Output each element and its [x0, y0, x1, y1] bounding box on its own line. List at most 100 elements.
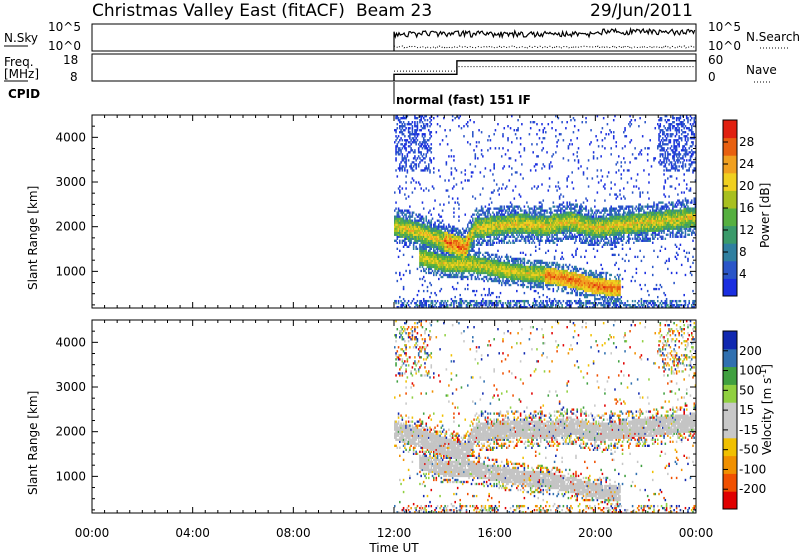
power-cell	[504, 267, 507, 271]
power-cell	[495, 225, 498, 228]
power-cell	[405, 237, 407, 240]
power-cell	[480, 301, 483, 305]
power-cell	[519, 277, 522, 281]
power-cell	[426, 167, 429, 170]
power-cell	[463, 265, 465, 269]
power-cell	[546, 301, 548, 305]
power-cell	[521, 283, 523, 287]
power-cell	[516, 299, 518, 303]
power-cell	[507, 255, 509, 259]
power-cell	[580, 299, 582, 303]
power-cell	[444, 271, 446, 275]
power-cell	[512, 273, 514, 277]
power-cell	[502, 147, 504, 150]
power-cell	[405, 161, 407, 164]
power-cell	[489, 213, 492, 216]
power-cell	[425, 229, 428, 232]
power-cell	[464, 179, 467, 182]
power-cell	[562, 265, 565, 269]
power-cell	[505, 269, 508, 273]
power-cell	[490, 301, 493, 305]
power-cell	[482, 263, 484, 267]
power-cell	[419, 145, 421, 148]
power-cell	[427, 163, 430, 166]
power-cell	[424, 125, 426, 128]
power-cell	[421, 235, 424, 238]
power-cell	[533, 231, 536, 234]
power-cell	[466, 287, 469, 291]
power-cell	[582, 301, 585, 305]
power-cell	[534, 267, 537, 271]
power-cell	[507, 281, 509, 285]
power-cell	[453, 273, 455, 277]
power-cell	[500, 221, 503, 224]
power-cell	[402, 235, 405, 238]
power-cell	[577, 269, 580, 273]
power-cell	[483, 275, 485, 279]
power-cell	[516, 219, 518, 222]
power-cell	[459, 253, 461, 257]
power-cell	[461, 257, 464, 261]
power-cell	[406, 235, 409, 238]
power-cell	[586, 295, 589, 299]
power-cell	[504, 263, 507, 267]
power-cell	[482, 155, 484, 158]
power-cell	[394, 229, 396, 232]
power-cell	[405, 181, 407, 184]
power-cell	[399, 241, 401, 244]
power-cell	[456, 237, 459, 240]
power-cell	[483, 301, 485, 305]
power-cell	[497, 269, 499, 273]
power-cell	[571, 143, 573, 146]
power-cell	[421, 155, 424, 158]
power-cell	[396, 175, 399, 178]
power-cell	[502, 269, 504, 273]
power-cell	[444, 261, 446, 265]
power-cell	[493, 215, 495, 218]
power-cell	[410, 233, 412, 236]
power-cell	[522, 231, 524, 234]
power-cell	[473, 233, 475, 236]
power-cell	[433, 229, 435, 232]
power-cell	[532, 303, 534, 307]
power-cell	[482, 187, 484, 190]
power-cell	[533, 205, 536, 208]
power-cell	[400, 151, 402, 154]
power-cell	[499, 239, 502, 242]
power-cell	[429, 171, 431, 174]
power-cell	[475, 225, 478, 228]
power-cell	[521, 227, 523, 230]
power-cell	[487, 259, 489, 263]
power-cell	[590, 213, 592, 216]
power-cell	[464, 275, 467, 279]
power-cell	[508, 225, 511, 228]
power-cell	[448, 239, 450, 242]
power-cell	[399, 165, 401, 168]
power-cell	[479, 217, 482, 220]
power-cell	[475, 277, 478, 281]
power-cell	[446, 143, 449, 146]
power-cell	[480, 243, 483, 246]
power-cell	[513, 269, 516, 273]
power-cell	[453, 229, 455, 232]
power-cell	[439, 233, 441, 236]
power-cell	[422, 221, 425, 224]
power-cell	[536, 271, 538, 275]
power-cell	[445, 269, 448, 273]
power-cell	[406, 233, 409, 236]
power-cell	[435, 265, 438, 269]
power-cell	[536, 155, 538, 158]
power-cell	[499, 227, 502, 230]
power-cell	[440, 233, 443, 236]
power-cell	[466, 305, 469, 309]
power-cell	[468, 301, 470, 305]
power-cell	[445, 237, 448, 240]
power-cell	[557, 185, 560, 188]
power-cell	[488, 253, 490, 257]
power-cell	[577, 159, 580, 162]
power-cell	[455, 169, 458, 172]
power-cell	[539, 283, 542, 287]
power-cell	[566, 179, 568, 182]
power-cell	[477, 263, 479, 267]
power-cell	[497, 207, 499, 210]
